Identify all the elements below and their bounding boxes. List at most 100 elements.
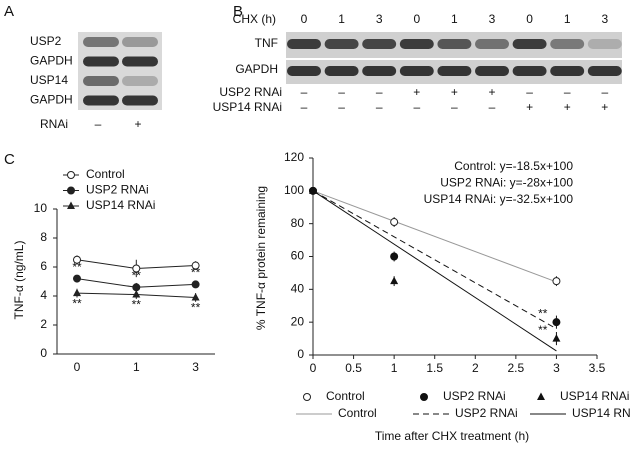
- marker: [537, 392, 545, 400]
- marker: [67, 201, 75, 209]
- treatment-sign: +: [601, 100, 608, 114]
- treatment-sign: +: [451, 85, 458, 99]
- chx-label: CHX (h): [233, 12, 276, 26]
- treatment-sign: +: [564, 100, 571, 114]
- marker: [67, 186, 75, 195]
- marker: [390, 276, 399, 285]
- fit-line: [312, 190, 557, 330]
- significance: **: [538, 306, 548, 320]
- y-tick-label: 0: [297, 347, 304, 361]
- x-tick-label: 1: [391, 361, 398, 375]
- chx-time: 1: [451, 12, 458, 26]
- blot-band: [83, 56, 119, 67]
- treatment-sign: –: [451, 100, 458, 114]
- blot-band: [399, 39, 434, 49]
- y-tick-label: 2: [40, 317, 47, 331]
- blot-band: [512, 39, 547, 49]
- legend-label: USP2 RNAi: [86, 183, 149, 197]
- marker: [552, 277, 561, 286]
- treatment-sign: –: [601, 85, 608, 99]
- treatment-sign: +: [526, 100, 533, 114]
- marker: [67, 171, 75, 179]
- marker: [73, 255, 81, 264]
- significance: **: [191, 266, 201, 280]
- marker: [132, 264, 141, 273]
- blot-band: [362, 66, 397, 76]
- blot-band: [362, 39, 397, 49]
- panel-label: C: [4, 151, 15, 168]
- marker: [303, 393, 311, 401]
- significance: **: [72, 260, 82, 274]
- marker: [73, 274, 81, 283]
- y-tick-label: 8: [40, 230, 47, 244]
- y-axis-label: % TNF-α protein remaining: [254, 186, 268, 330]
- x-axis-label: Time after CHX treatment (h): [375, 429, 529, 443]
- blot-band: [587, 66, 622, 76]
- y-tick-label: 120: [284, 150, 304, 164]
- chx-time: 3: [601, 12, 608, 26]
- marker: [420, 393, 428, 401]
- blot-band: [83, 76, 119, 86]
- chx-time: 0: [301, 12, 308, 26]
- y-tick-label: 100: [284, 183, 304, 197]
- treatment-sign: –: [338, 85, 345, 99]
- marker: [191, 292, 200, 301]
- blot-band: [122, 95, 158, 106]
- y-tick-label: 4: [40, 288, 47, 302]
- marker: [132, 283, 141, 292]
- legend-label: Control: [326, 389, 365, 403]
- legend-label: Control: [338, 406, 377, 420]
- y-tick-label: 6: [40, 259, 47, 273]
- legend-label: USP14 RNAi: [560, 389, 629, 403]
- chx-time: 1: [338, 12, 345, 26]
- y-axis-label: TNF-α (ng/mL): [12, 241, 26, 320]
- row-label: USP14: [30, 73, 68, 87]
- y-tick-label: 40: [291, 282, 305, 296]
- marker: [132, 290, 141, 298]
- marker: [73, 288, 81, 297]
- marker: [309, 186, 317, 194]
- legend-label: USP2 RNAi: [443, 389, 506, 403]
- row-label: TNF: [255, 36, 278, 50]
- blot-band: [550, 66, 585, 76]
- x-tick-label: 2: [472, 361, 479, 375]
- x-tick-label: 3: [192, 360, 199, 374]
- rnai-label: RNAi: [40, 117, 68, 131]
- blot-band: [122, 37, 158, 47]
- panel-label: A: [4, 3, 14, 20]
- blot-band: [475, 39, 509, 49]
- fit-line: [312, 190, 557, 352]
- rnai-sign: +: [134, 117, 141, 131]
- blot-band: [399, 66, 434, 76]
- y-tick-label: 80: [291, 216, 305, 230]
- treatment-sign: –: [413, 100, 420, 114]
- significance: **: [538, 323, 548, 337]
- x-tick-label: 2.5: [508, 361, 525, 375]
- y-tick-label: 10: [34, 201, 48, 215]
- row-label: GAPDH: [235, 62, 278, 76]
- chx-time: 3: [489, 12, 496, 26]
- treatment-sign: –: [301, 85, 308, 99]
- chx-time: 0: [413, 12, 420, 26]
- blot-band: [122, 76, 158, 86]
- blot-band: [83, 37, 119, 47]
- significance: **: [132, 268, 142, 282]
- x-tick-label: 0: [310, 361, 317, 375]
- x-tick-label: 0: [74, 360, 81, 374]
- legend-label: USP14 RNAi: [572, 406, 630, 420]
- x-tick-label: 3: [553, 361, 560, 375]
- treatment-sign: –: [376, 100, 383, 114]
- legend-label: Control: [86, 167, 125, 181]
- significance: **: [191, 301, 201, 315]
- chx-time: 3: [376, 12, 383, 26]
- legend-label: USP2 RNAi: [455, 406, 518, 420]
- treatment-sign: –: [489, 100, 496, 114]
- treatment-sign: +: [413, 85, 420, 99]
- blot-band: [587, 39, 622, 49]
- rnai-sign: –: [95, 117, 102, 131]
- treatment-sign: –: [301, 100, 308, 114]
- x-tick-label: 1.5: [426, 361, 443, 375]
- marker: [552, 318, 561, 327]
- treatment-sign: –: [338, 100, 345, 114]
